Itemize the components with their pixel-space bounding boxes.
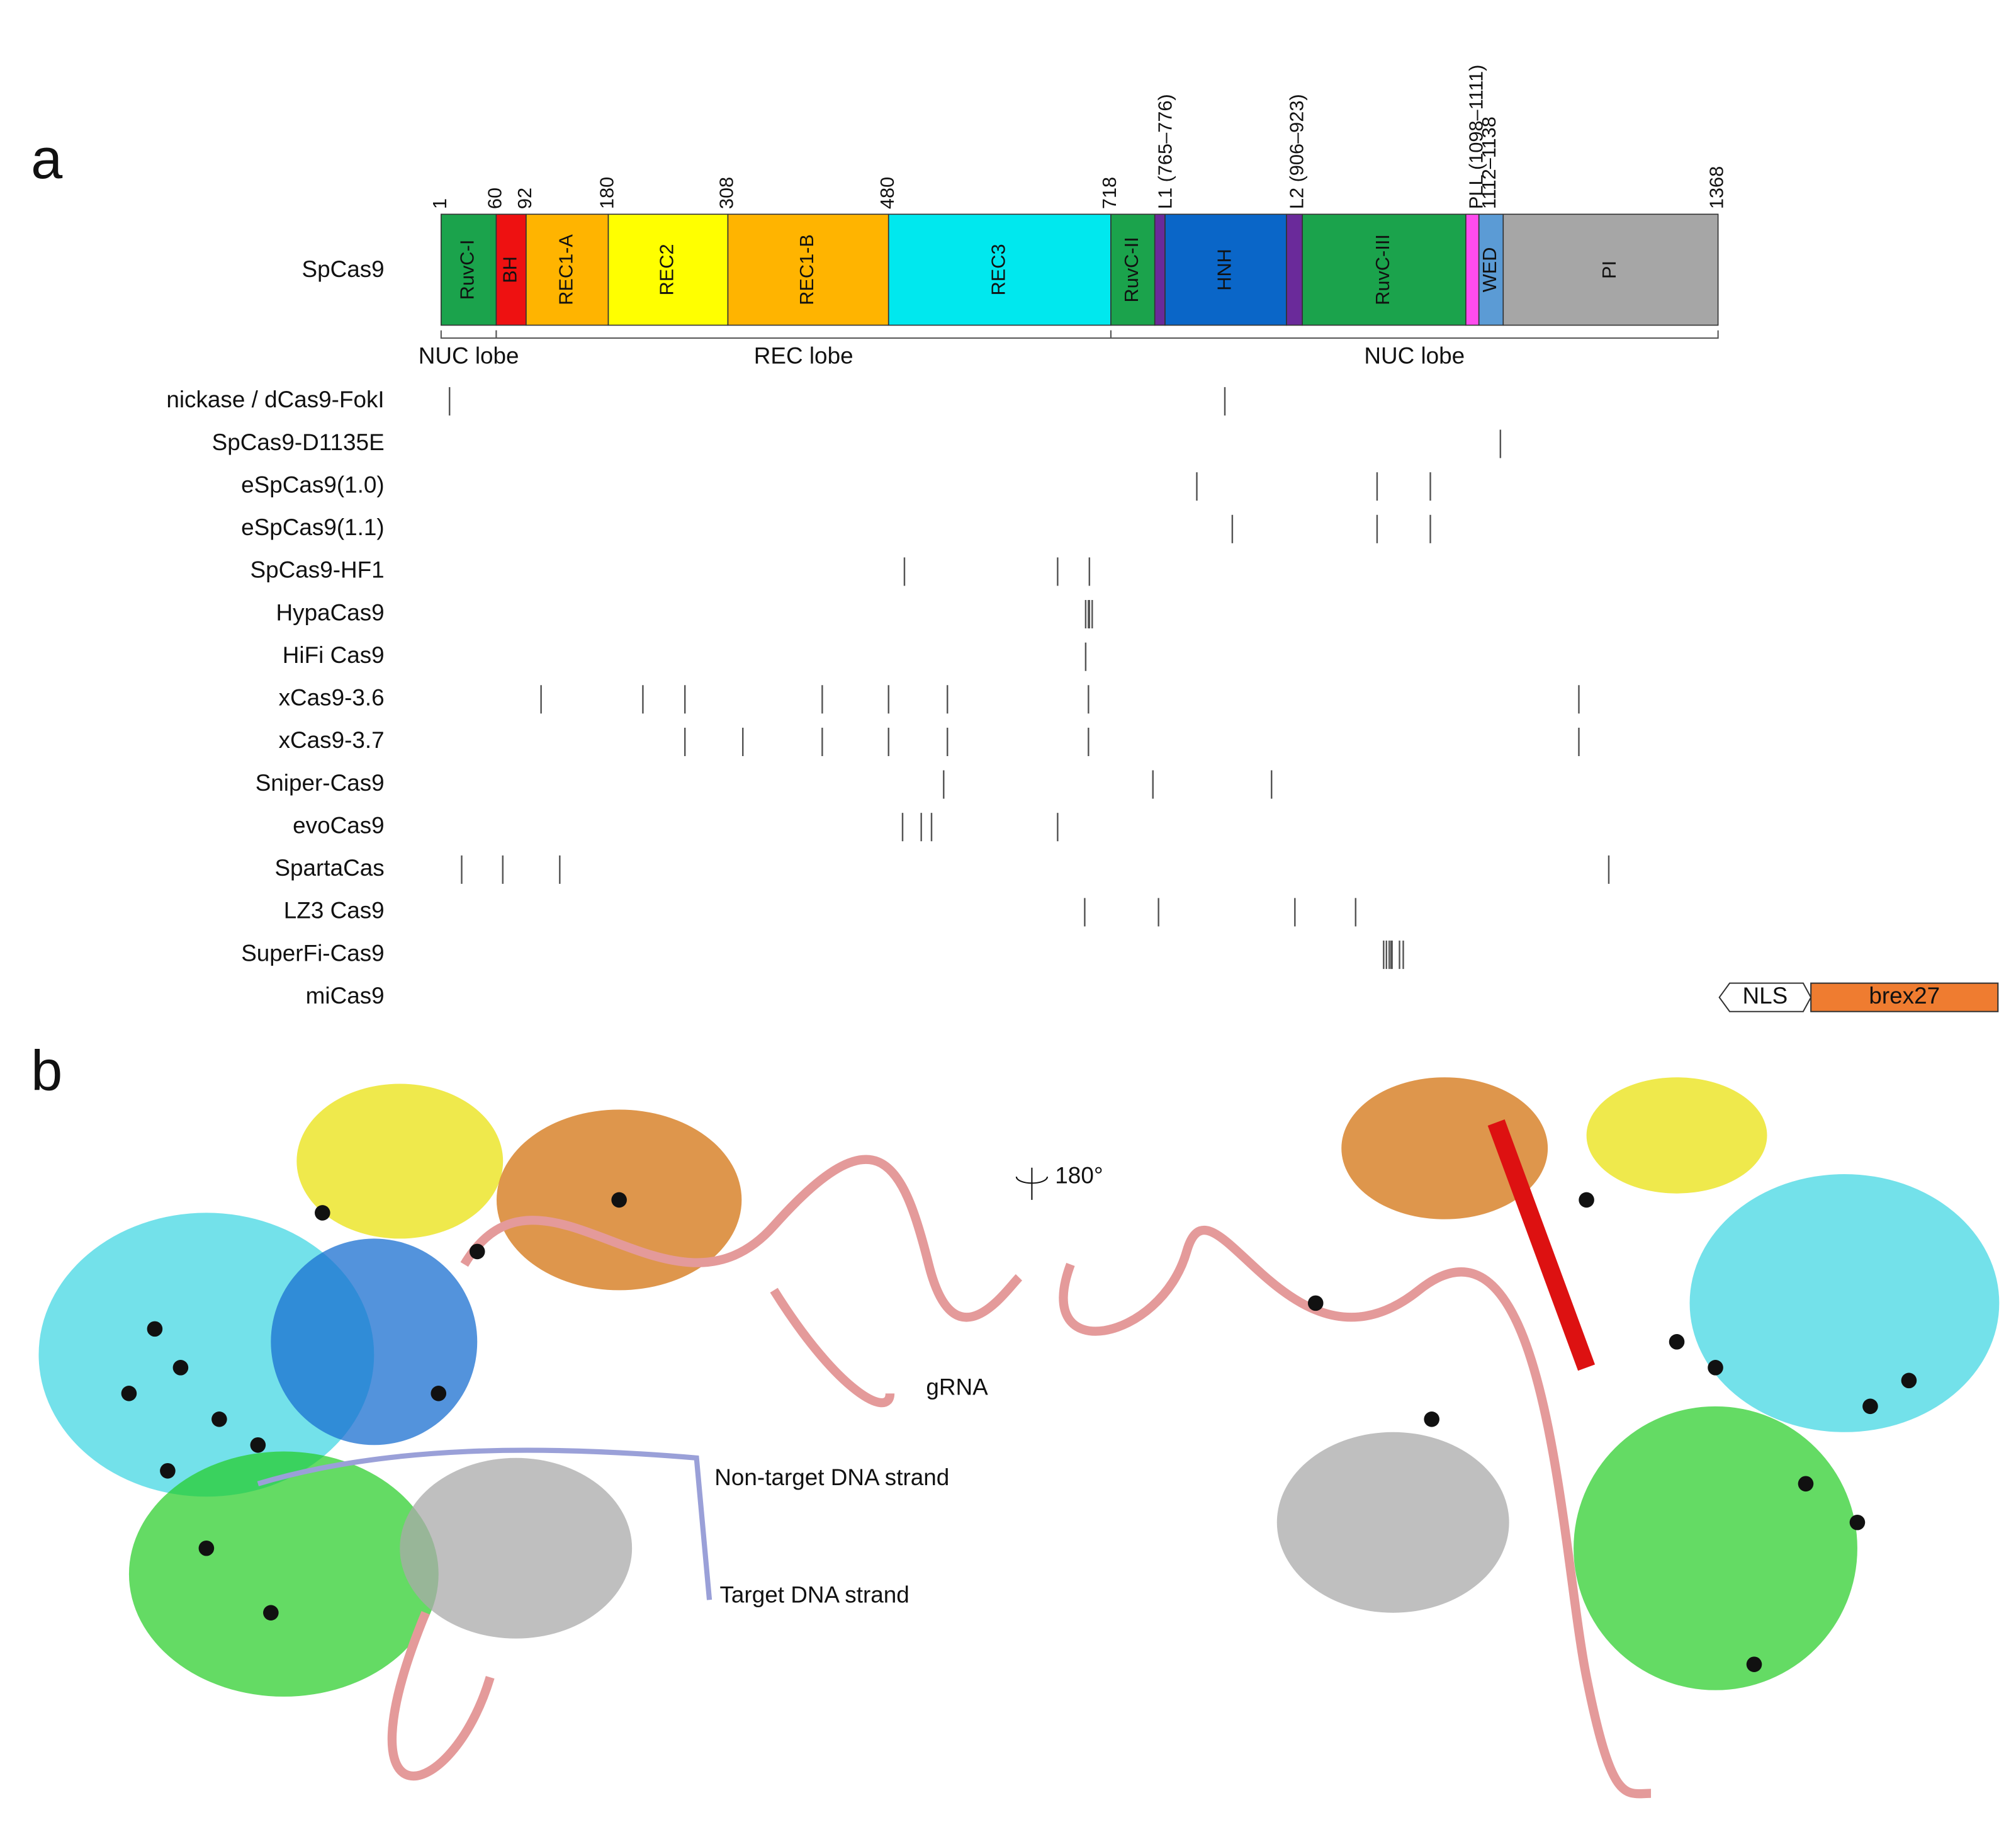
residue-sphere: [1307, 1295, 1324, 1311]
fusion-box: [1718, 982, 1812, 1012]
residue-sphere: [250, 1437, 266, 1453]
domain: [1164, 213, 1287, 326]
domain-name: BH: [498, 256, 521, 283]
domain: [1154, 213, 1166, 326]
variant-name: SpCas9-HF1: [251, 557, 385, 583]
lobe-name: NUC lobe: [419, 343, 519, 369]
domain: [1465, 213, 1480, 326]
domain-name: REC1-B: [796, 234, 818, 305]
domain-name: RuvC-II: [1120, 237, 1142, 302]
lobe-bracket: [1110, 330, 1719, 339]
panel-label: a: [31, 127, 63, 191]
boundary-label: 1368: [1706, 166, 1728, 209]
residue-sphere: [611, 1192, 627, 1208]
rotation-icon: [1015, 1167, 1049, 1200]
domain: [607, 213, 729, 326]
domain: [887, 213, 1112, 326]
fusion-name: NLS: [1743, 983, 1788, 1009]
domain-name: RuvC-I: [456, 240, 478, 300]
structure-label: gRNA: [926, 1374, 988, 1400]
domain: [727, 213, 889, 326]
variant-name: nickase / dCas9-FokI: [166, 387, 384, 412]
boundary-label: 60: [484, 188, 506, 209]
variant-name: xCas9-3.6: [279, 685, 385, 711]
protein-name: SpCas9: [301, 256, 384, 282]
boundary-label: PLL (1098–1111): [1465, 65, 1487, 209]
variant-name: LZ3 Cas9: [284, 898, 385, 924]
variant-name: HypaCas9: [276, 599, 385, 625]
variant-name: eSpCas9(1.1): [241, 514, 385, 540]
domain-name: WED: [1478, 247, 1501, 293]
variant-name: HiFi Cas9: [283, 642, 385, 668]
variant-name: xCas9-3.7: [279, 727, 385, 753]
lobe-bracket: [440, 330, 497, 339]
domain-name: REC3: [987, 244, 1009, 295]
boundary-label: 480: [876, 177, 898, 209]
residue-sphere: [160, 1462, 176, 1479]
panel-label: b: [31, 1039, 62, 1103]
domain-name: REC2: [656, 244, 678, 295]
boundary-label: L2 (906–923): [1286, 94, 1308, 209]
residue-sphere: [1424, 1411, 1439, 1427]
residue-sphere: [147, 1321, 163, 1337]
boundary-label: 718: [1098, 177, 1120, 209]
residue-sphere: [431, 1386, 447, 1401]
boundary-label: 1: [429, 198, 451, 209]
domain-name: REC1-A: [555, 234, 577, 305]
variant-name: evoCas9: [293, 812, 385, 838]
residue-sphere: [121, 1386, 137, 1401]
domain: [1502, 213, 1719, 326]
lobe-bracket: [495, 330, 1112, 339]
residue-sphere: [315, 1205, 330, 1221]
boundary-label: 92: [514, 188, 536, 209]
residue-sphere: [1901, 1372, 1917, 1389]
domain-name: HNH: [1214, 249, 1236, 291]
residue-sphere: [1669, 1334, 1685, 1350]
residue-sphere: [1798, 1476, 1814, 1492]
fusion-box: [1810, 982, 1999, 1012]
domain: [495, 213, 527, 326]
fusion-name: brex27: [1869, 983, 1940, 1009]
structure-label: Target DNA strand: [719, 1581, 909, 1607]
residue-sphere: [1862, 1398, 1878, 1415]
residue-sphere: [1579, 1192, 1594, 1208]
domain: [1478, 213, 1504, 326]
domain: [526, 213, 609, 326]
boundary-label: 308: [716, 177, 738, 209]
residue-sphere: [211, 1411, 227, 1427]
residue-sphere: [1849, 1514, 1866, 1530]
residue-sphere: [198, 1540, 215, 1556]
residue-sphere: [469, 1243, 485, 1260]
rotation-label: 180°: [1055, 1162, 1103, 1188]
domain-name: PI: [1598, 261, 1620, 279]
variant-name: eSpCas9(1.0): [241, 472, 385, 497]
domain: [1110, 213, 1156, 326]
lobe-name: NUC lobe: [1364, 343, 1465, 369]
domain: [1286, 213, 1304, 326]
residue-sphere: [172, 1360, 189, 1376]
residue-sphere: [1708, 1360, 1723, 1376]
lobe-name: REC lobe: [754, 343, 853, 369]
domain-name: RuvC-III: [1371, 234, 1394, 305]
variant-name: Sniper-Cas9: [256, 770, 385, 796]
variant-name: SuperFi-Cas9: [241, 940, 384, 966]
variant-name: SpartaCas: [274, 855, 384, 881]
residue-sphere: [263, 1605, 279, 1621]
boundary-label: 180: [596, 177, 618, 209]
boundary-label: 1112–1138: [1478, 116, 1500, 209]
structures: [38, 1077, 2000, 1799]
structure-label: Non-target DNA strand: [714, 1464, 949, 1490]
variant-name: SpCas9-D1135E: [212, 429, 385, 455]
residue-sphere: [1746, 1656, 1762, 1672]
boundary-label: L1 (765–776): [1154, 94, 1176, 209]
variant-name: miCas9: [306, 983, 385, 1009]
